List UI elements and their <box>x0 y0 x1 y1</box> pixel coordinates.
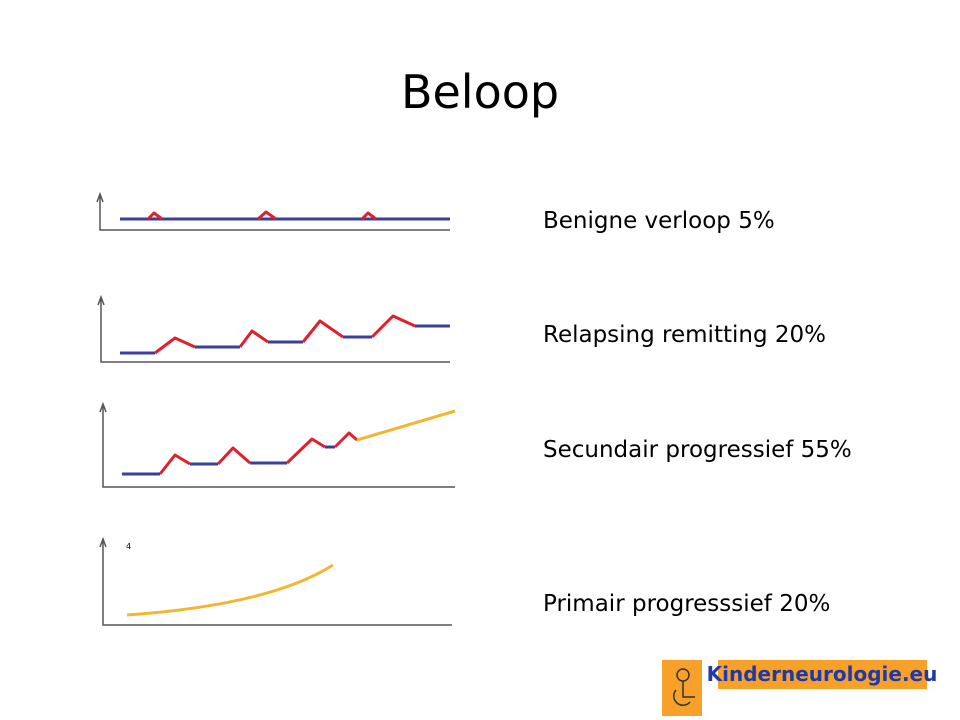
diagram-secondary <box>99 401 456 488</box>
slide-title: Beloop <box>401 65 559 119</box>
diagram-mark: 4 <box>126 542 131 551</box>
diagram-primary: 4 <box>99 536 452 626</box>
item-label: Relapsing remitting 20% <box>543 322 826 348</box>
item-label: Primair progresssief 20% <box>543 591 830 617</box>
item-label: Secundair progressief 55% <box>543 437 852 463</box>
logo-text: Kinderneurologie.eu <box>707 662 938 686</box>
item-label: Benigne verloop 5% <box>543 208 775 234</box>
diagram-benign <box>96 191 450 231</box>
diagram-relapsing <box>97 294 450 363</box>
logo: Kinderneurologie.eu <box>662 660 937 716</box>
